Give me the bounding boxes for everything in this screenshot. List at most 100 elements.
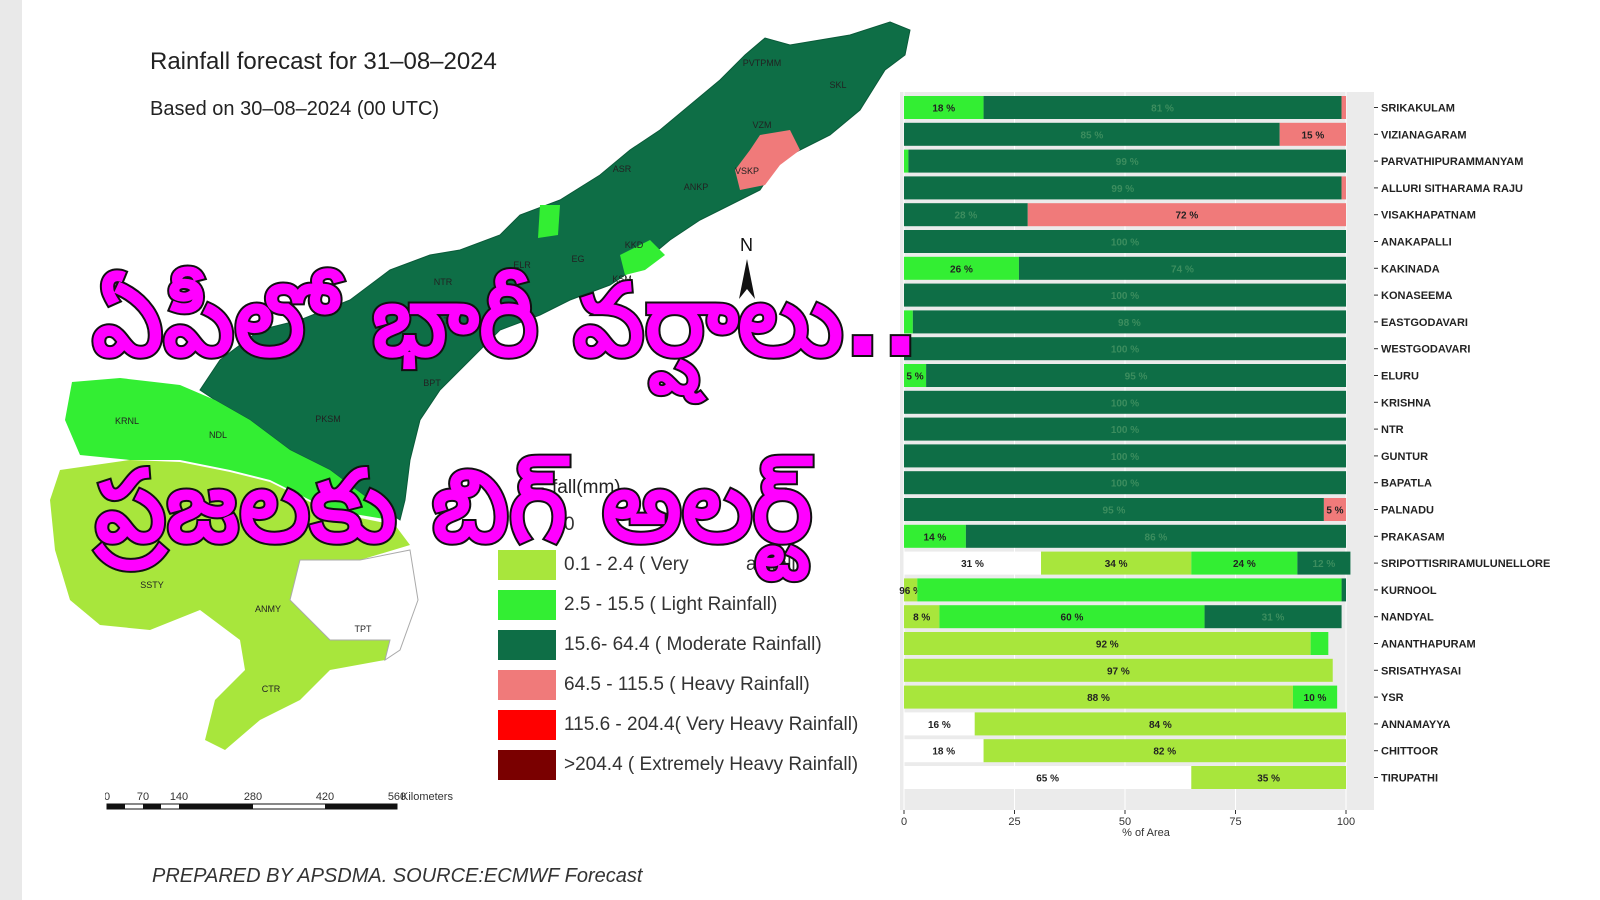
bar-data-label: 97 %: [1107, 666, 1130, 677]
legend-header: fall(mm): [552, 477, 621, 498]
district-label: GTR: [437, 316, 456, 326]
category-label: ANNAMAYYA: [1381, 719, 1451, 731]
bar-data-label: 72 %: [1175, 211, 1198, 222]
bar-data-label: 100 %: [1111, 479, 1139, 490]
category-label: PARVATHIPURAMMANYAM: [1381, 156, 1523, 168]
district-label: NDL: [209, 430, 227, 440]
district-label: VSKP: [735, 166, 759, 176]
bar-data-label: 15 %: [1301, 130, 1324, 141]
legend-item-no-rain: 0: [498, 510, 898, 540]
bar-segment-light: [904, 364, 927, 387]
district-label: KRNL: [115, 416, 139, 426]
scalebar-tick-label: 420: [316, 791, 334, 803]
bar-segment-light: [939, 605, 1205, 629]
map-region-light-west: [65, 378, 390, 520]
legend-item-heavy: 64.5 - 115.5 ( Heavy Rainfall): [498, 670, 898, 700]
map-region-heavy: [735, 130, 800, 190]
legend-label: 64.5 - 115.5 ( Heavy Rainfall): [564, 674, 810, 695]
bar-segment-heavy: [1027, 203, 1346, 227]
bar-data-label: 100 %: [1111, 291, 1139, 302]
bar-data-label: 95 %: [1103, 506, 1126, 517]
bar-segment-very_light: [974, 712, 1346, 736]
legend-label: >204.4 ( Extremely Heavy Rainfall): [564, 754, 859, 775]
headline-line-2: ప్రజలకు బిగ్ అలర్ట్: [93, 446, 814, 567]
bar-data-label: 86 %: [1145, 532, 1168, 543]
bar-segment-no_rain: [904, 766, 1192, 789]
legend-label: 0: [564, 514, 575, 535]
bar-data-label: 31 %: [961, 559, 984, 570]
x-axis-tick-label: 75: [1229, 816, 1241, 828]
bar-data-label: 65 %: [1036, 774, 1059, 785]
district-label: VZM: [753, 120, 772, 130]
bar-segment-heavy: [1279, 122, 1346, 146]
bar-data-label: 95 %: [1125, 372, 1148, 383]
bar-data-label: 92 %: [1096, 640, 1119, 651]
category-label: SRIPOTTISRIRAMULUNELLORE: [1381, 558, 1550, 570]
bar-segment-very_light: [904, 605, 940, 629]
category-label: BAPATLA: [1381, 478, 1432, 490]
bar-segment-moderate: [904, 444, 1346, 468]
category-label: SRISATHYASAI: [1381, 665, 1461, 677]
bar-data-label: 10 %: [1304, 693, 1327, 704]
bar-segment-very_light: [904, 658, 1333, 682]
bar-segment-moderate: [904, 471, 1346, 495]
bar-data-label: 100 %: [1111, 345, 1139, 356]
bar-data-label: 16 %: [928, 720, 951, 731]
bar-segment-moderate: [904, 176, 1342, 200]
district-label: PKSM: [315, 414, 341, 424]
bar-segment-moderate: [912, 310, 1346, 334]
x-axis-tick-label: 25: [1008, 816, 1020, 828]
bar-data-label: 88 %: [1087, 693, 1110, 704]
bar-segment-moderate: [904, 417, 1346, 441]
category-label: EASTGODAVARI: [1381, 317, 1468, 329]
bar-data-label: 5 %: [1326, 506, 1343, 517]
x-axis-label: % of Area: [1122, 827, 1171, 839]
district-label: TPT: [355, 624, 373, 634]
bar-segment-moderate: [983, 96, 1342, 119]
district-label: ELR: [513, 260, 531, 270]
map-subtitle: Based on 30–08–2024 (00 UTC): [150, 98, 440, 120]
north-label: N: [740, 237, 753, 255]
category-label: NANDYAL: [1381, 612, 1434, 624]
bar-segment-heavy: [1341, 176, 1346, 200]
bar-segment-heavy: [1323, 498, 1346, 521]
bar-segment-moderate: [1204, 605, 1342, 629]
scalebar-tick-label: 560: [388, 791, 406, 803]
bar-data-label: 26 %: [950, 264, 973, 275]
district-label: ASR: [613, 164, 632, 174]
bar-segment-light: [904, 310, 913, 334]
bar-data-label: 18 %: [932, 747, 955, 758]
legend-swatch: [498, 710, 556, 740]
bar-data-label: 34 %: [1105, 559, 1128, 570]
category-label: ALLURI SITHARAMA RAJU: [1381, 183, 1523, 195]
map-region-no-rain: [289, 549, 419, 662]
source-credit: PREPARED BY APSDMA. SOURCE:ECMWF Forecas…: [152, 865, 643, 887]
bar-segment-moderate: [926, 364, 1346, 387]
bar-segment-moderate: [904, 283, 1346, 307]
category-label: KURNOOL: [1381, 585, 1437, 597]
scalebar-unit: Kilometers: [401, 791, 453, 803]
bar-segment-moderate: [1018, 256, 1346, 280]
bar-segment-light: [904, 256, 1019, 280]
bar-data-label: 99 %: [1116, 157, 1139, 168]
legend-swatch: [498, 750, 556, 780]
bar-segment-light: [1310, 632, 1329, 655]
bar-data-label: 96 %: [899, 586, 922, 597]
district-rainfall-map: PVTPMM SKL VZM ASR ANKP VSKP KKD EG ELR NTR KSM GTR…: [50, 21, 911, 750]
district-label: KSM: [612, 274, 632, 284]
bar-data-label: 8 %: [913, 613, 930, 624]
legend-label: 2.5 - 15.5 ( Light Rainfall): [564, 594, 778, 615]
category-label: CHITTOOR: [1381, 746, 1438, 758]
category-label: KAKINADA: [1381, 263, 1440, 275]
legend-item-very-light: 0.1 - 2.4 ( Very ainfall): [498, 550, 898, 580]
legend-swatch: [498, 670, 556, 700]
bar-data-label: 100 %: [1111, 398, 1139, 409]
bar-data-label: 31 %: [1262, 613, 1285, 624]
x-axis-tick-label: 50: [1119, 816, 1131, 828]
bar-data-label: 84 %: [1149, 720, 1172, 731]
x-axis-tick-label: 100: [1337, 816, 1355, 828]
bar-segment-no_rain: [904, 739, 984, 763]
legend-swatch: [498, 550, 556, 580]
legend-item-very-heavy: 115.6 - 204.4( Very Heavy Rainfall): [498, 710, 898, 740]
north-arrow-icon: N: [739, 237, 755, 299]
